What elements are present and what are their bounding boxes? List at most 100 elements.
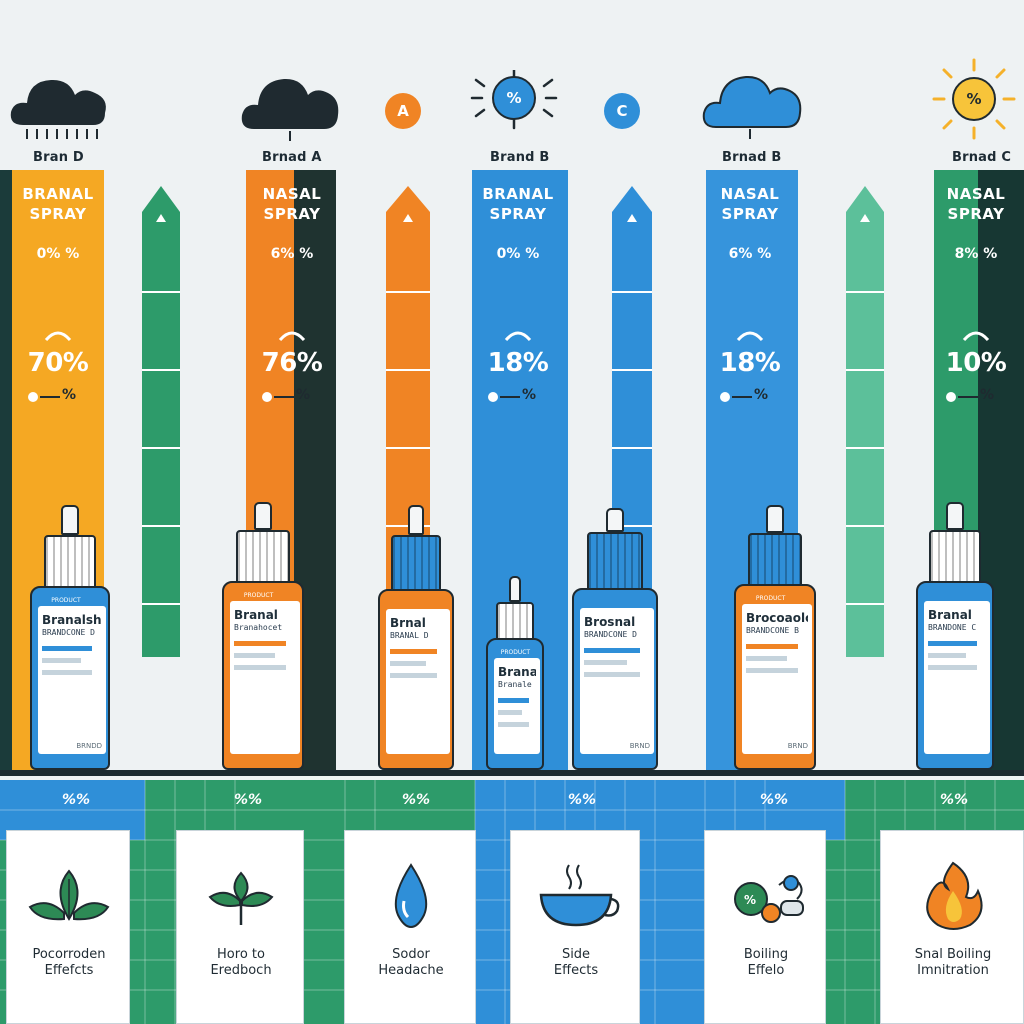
gauge-arc-icon: [504, 331, 532, 342]
col-small-pct: 0% %: [36, 246, 80, 262]
col-big-pct: 18%: [719, 348, 781, 378]
bottle-cap: [390, 535, 442, 593]
col-small-pct: 6% %: [270, 246, 314, 262]
badge-c: C: [604, 93, 640, 129]
bottle-label-line: [42, 658, 82, 663]
plant-icon: [196, 861, 286, 931]
bottle-body: Brosnal BRANDCONE D BRND: [572, 588, 658, 770]
steaming-bowl-icon: [531, 861, 621, 931]
card-label-line1: Horo to: [217, 947, 265, 962]
pills-icon: %: [721, 861, 811, 931]
col-big-pct: 10%: [945, 348, 1007, 378]
flame-icon: [908, 861, 998, 931]
col-big-pct: 76%: [261, 348, 323, 378]
card-boiling-effects: % Boiling Effelo: [704, 830, 826, 1024]
badge-a: A: [385, 93, 421, 129]
col-big-pct: 70%: [27, 348, 89, 378]
col-title-line1: NASAL: [262, 185, 322, 203]
col-dot-pct: %: [522, 387, 537, 403]
bottle-label-title: Brosnal: [584, 616, 636, 629]
dot-line: [500, 396, 520, 398]
bottle-label-line: [928, 653, 966, 658]
svg-text:%: %: [744, 893, 756, 907]
col-small-pct: 6% %: [728, 246, 772, 262]
bottle-body: Brnal BRANAL D: [378, 589, 454, 770]
dot-icon: [946, 392, 956, 402]
orange-sun-percent: %: [952, 77, 996, 121]
bottle-6: PRODUCT Brocoaolo BRANDCONE B BRND: [734, 505, 816, 770]
bottle-label: Branal BRANDONE C: [924, 601, 990, 754]
bottle-label-sub: BRANAL D: [390, 631, 429, 640]
bottle-label-sub: BRANDONE C: [928, 623, 977, 632]
gauge-arc-icon: [962, 331, 990, 342]
blue-sun-percent: %: [492, 76, 536, 120]
card-label-line2: Effects: [553, 963, 599, 978]
bottle-cap: [929, 530, 981, 585]
bottle-label-line: [390, 673, 437, 678]
gauge-arc-icon: [278, 331, 306, 342]
dot-icon: [262, 392, 272, 402]
col-brand-b2-text: NASAL SPRAY 6% % 18%%: [700, 180, 800, 440]
bottle-label-line: [42, 646, 93, 651]
bottle-body: Branal BRANDONE C: [916, 581, 994, 770]
col-title-line1: NASAL: [720, 185, 780, 203]
bottle-label-line: [928, 665, 977, 670]
bottle-5: Brosnal BRANDCONE D BRND: [572, 508, 658, 770]
bottle-4: PRODUCT Brana 4Branale D: [486, 576, 544, 770]
bottle-label-title: Branal: [928, 609, 972, 622]
bottle-nozzle: [508, 576, 522, 602]
col-small-pct: 8% %: [954, 246, 998, 262]
bottle-label: PRODUCT Branal Branahocet: [230, 591, 300, 754]
bottle-label-title: Brana 4: [498, 666, 536, 679]
dot-icon: [488, 392, 498, 402]
col-title-line1: NASAL: [946, 185, 1006, 203]
col-title-line2: SPRAY: [721, 205, 779, 223]
bottle-cap: [235, 530, 291, 585]
header-brand-label-1: Bran D: [33, 150, 84, 165]
bottle-label-line: [584, 660, 628, 665]
col-brand-d-text: BRANAL SPRAY 0% % 70%%: [8, 180, 108, 440]
col-dot-row: %: [946, 387, 1016, 405]
rain-cloud-icon: [10, 79, 106, 139]
col-title-line2: SPRAY: [29, 205, 87, 223]
card-label-line1: Pocorroden: [32, 947, 106, 962]
bottle-label-sub: BRANDCONE D: [584, 630, 637, 639]
dot-line: [274, 396, 294, 398]
bottle-label-line: [42, 670, 93, 675]
bottle-label-line: [498, 698, 529, 703]
bottle-nozzle: [253, 502, 272, 530]
col-title-line1: BRANAL: [482, 185, 554, 203]
bottle-label-foot: BRNDD: [76, 742, 102, 750]
dot-line: [732, 396, 752, 398]
header-brand-label-4: Brnad B: [722, 150, 782, 165]
water-drop-icon: [366, 861, 456, 931]
col-dot-row: %: [262, 387, 332, 405]
col-title-line1: BRANAL: [22, 185, 94, 203]
bottle-nozzle: [61, 505, 79, 535]
band-pct-6: %%: [940, 792, 969, 808]
dot-icon: [720, 392, 730, 402]
col-big-pct: 18%: [487, 348, 549, 378]
bottle-body: PRODUCT Brocoaolo BRANDCONE B BRND: [734, 584, 816, 770]
bottle-body: PRODUCT Branal Branahocet: [222, 581, 304, 770]
bottle-label-sub: BRANDCONE D: [42, 628, 95, 637]
bottle-2: PRODUCT Branal Branahocet: [222, 502, 304, 770]
bottle-label-sub: Branahocet: [234, 623, 283, 632]
bottle-3: Brnal BRANAL D: [378, 505, 454, 770]
card-prevention-effects: Pocorroden Effefcts: [6, 830, 130, 1024]
header-brand-label-3: Brand B: [490, 150, 550, 165]
band-pct-5: %%: [760, 792, 789, 808]
bottle-cap: [747, 533, 803, 588]
bottle-label-sub: Branale D: [498, 680, 536, 689]
bottle-label-line: [234, 653, 275, 658]
bottle-label-line: [390, 661, 427, 666]
bottle-label-title: Brnal: [390, 617, 426, 630]
bottle-label-line: [746, 644, 799, 649]
bottle-label: Brosnal BRANDCONE D BRND: [580, 608, 654, 754]
arrow-bar-green-1: [142, 186, 180, 657]
band-pct-1: %%: [62, 792, 91, 808]
card-side-effects: Side Effects: [510, 830, 640, 1024]
card-label-line1: Boiling: [743, 947, 789, 962]
dot-line: [958, 396, 978, 398]
